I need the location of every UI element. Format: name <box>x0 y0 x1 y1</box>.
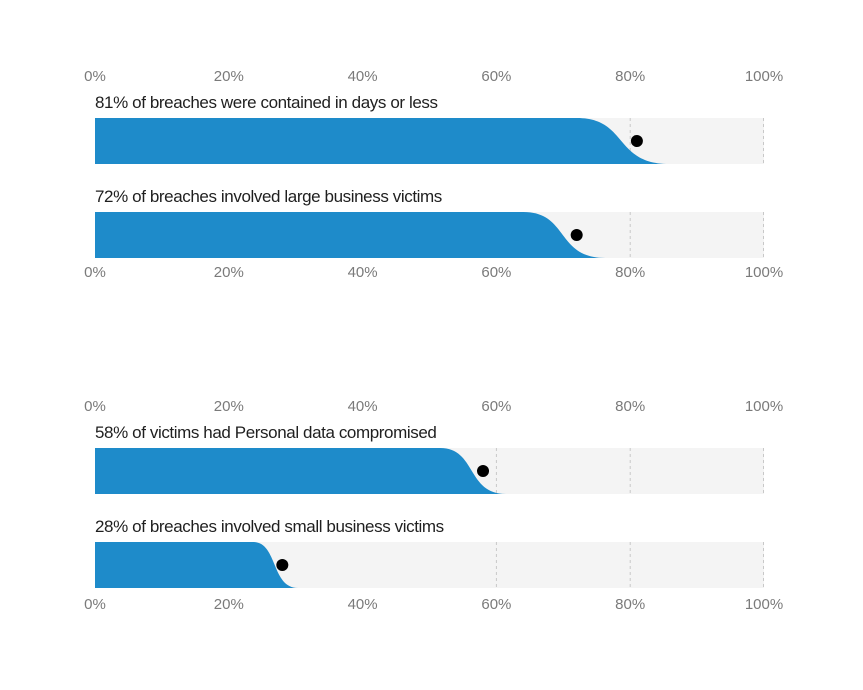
bar-shape <box>95 212 606 258</box>
x-tick-label: 20% <box>213 596 244 613</box>
value-marker <box>276 559 289 571</box>
bar-fill <box>95 448 764 494</box>
bar-shape <box>95 542 299 588</box>
x-tick-label: 40% <box>347 264 378 281</box>
x-tick-label: 0% <box>84 596 106 613</box>
x-tick-label: 80% <box>615 264 646 281</box>
bar-shape <box>95 118 670 164</box>
x-tick-label: 20% <box>213 68 244 85</box>
value-marker <box>570 229 583 241</box>
x-tick-label: 80% <box>615 596 646 613</box>
bar-label: 58% of victims had Personal data comprom… <box>95 423 437 442</box>
x-tick-label: 20% <box>213 264 244 281</box>
bar-track <box>95 212 764 258</box>
x-tick-label: 0% <box>84 264 106 281</box>
bar-track <box>95 448 764 494</box>
x-tick-label: 60% <box>481 68 512 85</box>
bar-track <box>95 542 764 588</box>
x-tick-label: 100% <box>744 68 784 85</box>
bar-label: 72% of breaches involved large business … <box>95 187 442 206</box>
bar-track <box>95 118 764 164</box>
x-tick-label: 0% <box>84 398 106 415</box>
x-tick-label: 100% <box>744 398 784 415</box>
bar-fill <box>95 542 764 588</box>
bar-label: 28% of breaches involved small business … <box>95 517 444 536</box>
x-tick-label: 80% <box>615 398 646 415</box>
x-tick-label: 0% <box>84 68 106 85</box>
x-tick-label: 40% <box>347 68 378 85</box>
x-tick-label: 40% <box>347 398 378 415</box>
x-tick-label: 60% <box>481 264 512 281</box>
x-tick-label: 100% <box>744 596 784 613</box>
bar-fill <box>95 212 764 258</box>
bar-fill <box>95 118 764 164</box>
bar-label: 81% of breaches were contained in days o… <box>95 93 438 112</box>
x-tick-label: 100% <box>744 264 784 281</box>
x-tick-label: 80% <box>615 68 646 85</box>
x-tick-label: 40% <box>347 596 378 613</box>
x-tick-label: 60% <box>481 596 512 613</box>
x-tick-label: 20% <box>213 398 244 415</box>
bar-shape <box>95 448 507 494</box>
value-marker <box>477 465 490 477</box>
x-tick-label: 60% <box>481 398 512 415</box>
value-marker <box>630 135 643 147</box>
